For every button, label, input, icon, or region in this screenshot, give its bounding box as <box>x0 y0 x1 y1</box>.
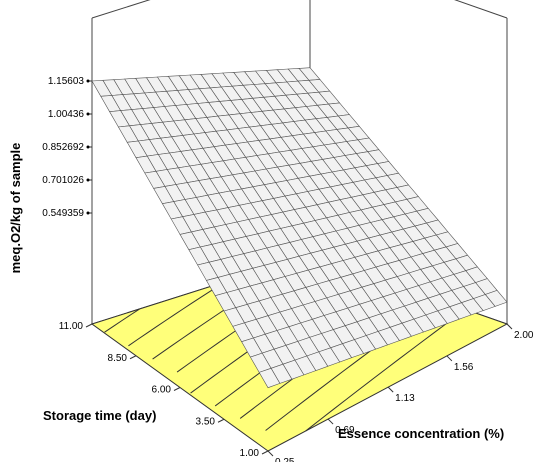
x-tick-label: 8.50 <box>108 353 128 364</box>
x-tick-mark <box>261 450 269 455</box>
z-axis-label: meq.O2/kg of sample <box>8 143 23 274</box>
x-tick-label: 6.00 <box>152 385 172 396</box>
z-tick-label: 0.701026 <box>42 175 84 186</box>
x-tick-mark <box>85 323 93 328</box>
contour-line-9 <box>104 308 140 333</box>
z-tick-dot <box>86 178 90 182</box>
x-axis-label: Storage time (day) <box>43 408 156 423</box>
frame-top-back-right <box>454 0 508 19</box>
axes: 0.549359 0.701026 0.852692 1.00436 1.15603 1.… <box>42 76 534 467</box>
contour-line-1 <box>305 314 459 432</box>
response-surface <box>91 67 508 389</box>
z-tick-label: 0.852692 <box>42 142 84 153</box>
y-tick-label: 1.13 <box>395 393 415 404</box>
x-tick-mark <box>217 418 225 423</box>
contour-line-8 <box>128 281 226 347</box>
y-tick-label: 2.00 <box>514 330 534 341</box>
y-tick-label: 0.25 <box>275 457 295 462</box>
z-tick-label: 1.15603 <box>48 76 85 87</box>
z-tick-dot <box>86 211 90 215</box>
z-tick-label: 0.549359 <box>42 208 84 219</box>
y-tick-label: 1.56 <box>454 362 474 373</box>
z-tick-dot <box>86 112 90 116</box>
y-tick-mark <box>446 355 453 362</box>
y-tick-mark <box>327 418 334 425</box>
y-axis-label: Essence concentration (%) <box>338 426 504 441</box>
z-tick-label: 1.00436 <box>48 109 85 120</box>
surface-cell <box>258 367 281 389</box>
x-tick-label: 11.00 <box>59 321 84 332</box>
x-tick-mark <box>173 387 181 391</box>
y-tick-label: 0.69 <box>335 425 355 436</box>
x-tick-label: 1.00 <box>240 448 260 459</box>
x-tick-mark <box>129 355 137 360</box>
z-tick-dot <box>86 79 90 83</box>
z-tick-dot <box>86 145 90 149</box>
frame-top-back-left <box>91 0 151 19</box>
y-tick-mark <box>387 386 394 393</box>
y-tick-mark <box>267 450 274 457</box>
y-tick-mark <box>506 323 513 330</box>
x-tick-label: 3.50 <box>196 416 216 427</box>
